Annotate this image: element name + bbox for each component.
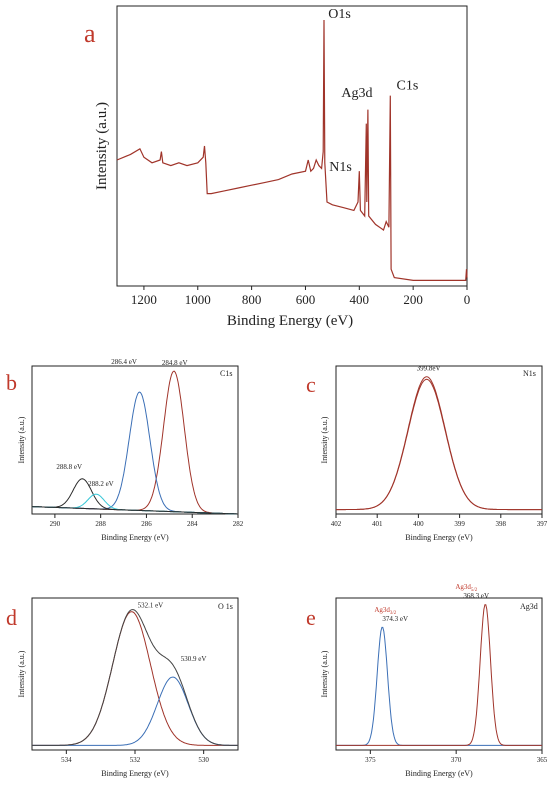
panel-a-frame (116, 5, 468, 287)
panel-e-x-ticks: 375 370 365 (365, 750, 548, 764)
x-tick-label: 365 (537, 756, 548, 764)
panel-a-x-ticks: 1200 1000 800 600 400 200 0 (131, 286, 470, 307)
panel-a-annotations: O1s Ag3d C1s N1s (328, 7, 418, 175)
panel-e-frame (335, 597, 543, 751)
x-tick-label: 0 (464, 292, 471, 307)
envelope-line (32, 609, 238, 746)
x-tick-label: 1200 (131, 292, 157, 307)
envelope-line (336, 376, 542, 511)
x-tick-label: 400 (413, 520, 424, 528)
peak-annotation: 288.8 eV (56, 463, 82, 471)
x-tick-label: 397 (537, 520, 548, 528)
x-tick-label: 284 (187, 520, 198, 528)
peak-annotation: 288.2 eV (88, 480, 114, 488)
x-tick-label: 400 (350, 292, 370, 307)
panel-c-fit-lines (336, 376, 542, 511)
panel-e-label: Ag3d (520, 602, 538, 611)
x-tick-label: 800 (242, 292, 262, 307)
panel-c: c N1s 402 401 400 399 398 397 399.8eV Binding… (306, 365, 548, 542)
panel-c-frame (335, 365, 543, 515)
x-tick-label: 532 (130, 756, 141, 764)
panel-d-label: O 1s (218, 602, 233, 611)
panel-letter-e: e (306, 605, 316, 630)
panel-b-annotations: 284.8 eV 286.4 eV 288.2 eV 288.8 eV (56, 358, 187, 488)
x-tick-label: 402 (331, 520, 342, 528)
x-tick-label: 399 (454, 520, 465, 528)
panel-b-frame (31, 365, 239, 515)
peak-annotation-value: 368.3 eV (463, 592, 489, 600)
peak-annotation-value: 374.3 eV (382, 615, 408, 623)
panel-c-annotations: 399.8eV (417, 365, 441, 373)
peak-annotation: 399.8eV (417, 365, 441, 373)
fit-component-line (32, 611, 238, 746)
x-tick-label: 398 (496, 520, 507, 528)
panel-letter-a: a (84, 19, 96, 48)
peak-annotation: 284.8 eV (162, 359, 188, 367)
panel-b-fit-lines (32, 370, 238, 515)
x-tick-label: 200 (403, 292, 423, 307)
fit-component-line (336, 378, 542, 511)
peak-annotation: 530.9 eV (181, 655, 207, 663)
panel-c-xlabel: Binding Energy (eV) (405, 533, 473, 542)
panel-d-ylabel: Intensity (a.u.) (17, 650, 26, 697)
peak-annotation: 532.1 eV (138, 602, 164, 610)
fit-component-line (336, 626, 542, 746)
x-tick-label: 401 (372, 520, 383, 528)
x-tick-label: 1000 (185, 292, 211, 307)
panel-b-x-ticks: 290 288 286 284 282 (50, 514, 244, 528)
baseline-line (32, 506, 238, 515)
panel-d-xlabel: Binding Energy (eV) (101, 769, 169, 778)
panel-c-ylabel: Intensity (a.u.) (320, 416, 329, 463)
panel-letter-d: d (6, 605, 17, 630)
panel-b-xlabel: Binding Energy (eV) (101, 533, 169, 542)
panel-d-x-ticks: 534 532 530 (61, 750, 209, 764)
panel-d: d O 1s 534 532 530 532.1 eV 530.9 eV Bindin… (6, 597, 239, 778)
panel-a-xlabel: Binding Energy (eV) (227, 313, 353, 329)
panel-a: a 1200 1000 800 600 400 200 0 O1s Ag3d C1s N1s Bi… (84, 5, 470, 329)
peak-annotation-name: Ag3d3/2 (374, 606, 396, 616)
peak-annotation: N1s (329, 160, 352, 175)
panel-e-xlabel: Binding Energy (eV) (405, 769, 473, 778)
panel-d-annotations: 532.1 eV 530.9 eV (138, 602, 207, 663)
panel-letter-c: c (306, 372, 316, 397)
x-tick-label: 375 (365, 756, 376, 764)
panel-d-frame (31, 597, 239, 751)
x-tick-label: 290 (50, 520, 61, 528)
x-tick-label: 370 (451, 756, 462, 764)
fit-component-line (32, 391, 238, 515)
x-tick-label: 600 (296, 292, 316, 307)
panel-a-spectrum-line (116, 19, 468, 281)
panel-d-fit-lines (32, 609, 238, 746)
panel-c-label: N1s (523, 369, 536, 378)
panel-a-ylabel: Intensity (a.u.) (94, 102, 110, 190)
x-tick-label: 288 (95, 520, 106, 528)
fit-component-line (32, 676, 238, 746)
panel-c-x-ticks: 402 401 400 399 398 397 (331, 514, 548, 528)
fit-component-line (32, 370, 238, 515)
panel-e-fit-lines (336, 604, 542, 746)
panel-letter-b: b (6, 370, 17, 395)
x-tick-label: 530 (198, 756, 209, 764)
peak-annotation: 286.4 eV (111, 358, 137, 366)
fit-component-line (336, 604, 542, 746)
peak-annotation-name: Ag3d5/2 (455, 583, 477, 593)
panel-b-ylabel: Intensity (a.u.) (17, 416, 26, 463)
panel-e-ylabel: Intensity (a.u.) (320, 650, 329, 697)
x-tick-label: 282 (233, 520, 244, 528)
peak-annotation: Ag3d (341, 86, 372, 101)
x-tick-label: 534 (61, 756, 72, 764)
panel-b-label: C1s (220, 369, 232, 378)
x-tick-label: 286 (141, 520, 152, 528)
peak-annotation: C1s (397, 79, 419, 94)
fit-component-line (32, 478, 238, 515)
peak-annotation: O1s (328, 7, 351, 22)
